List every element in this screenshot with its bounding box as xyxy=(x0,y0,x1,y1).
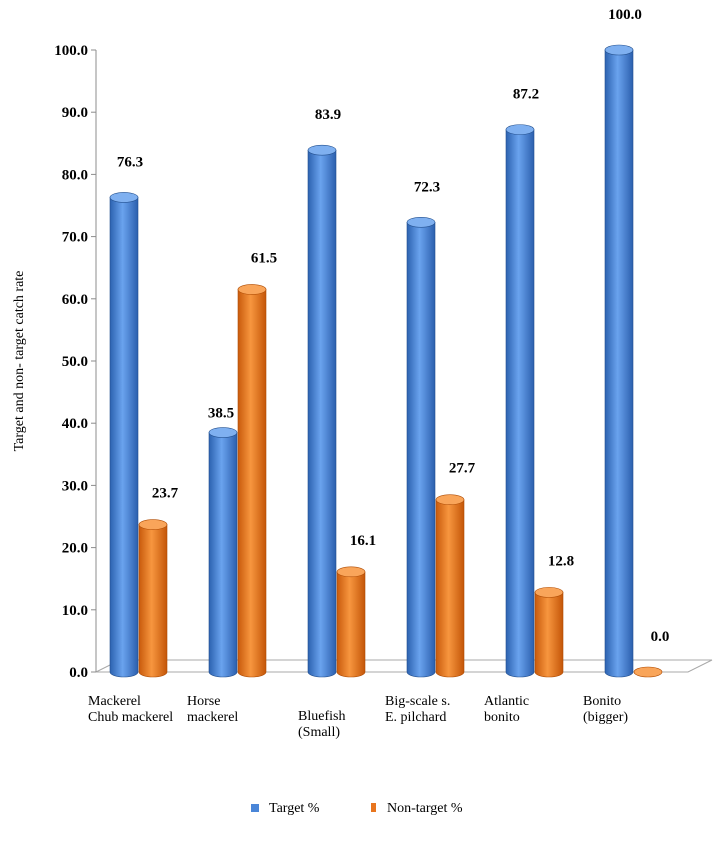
bar xyxy=(505,124,535,678)
y-tick-label: 70.0 xyxy=(62,230,88,246)
y-tick-label: 80.0 xyxy=(62,167,88,183)
bar xyxy=(307,144,337,678)
data-label-non-target: 16.1 xyxy=(350,533,376,549)
data-label-non-target: 0.0 xyxy=(651,629,670,645)
bar xyxy=(237,284,267,678)
category-label: Atlantic bonito xyxy=(484,694,529,725)
bar xyxy=(336,566,366,678)
data-label-target: 87.2 xyxy=(513,87,539,103)
category-label: Mackerel Chub mackerel xyxy=(88,694,173,725)
data-label-target: 100.0 xyxy=(608,7,642,23)
y-tick-label: 50.0 xyxy=(62,354,88,370)
data-label-non-target: 61.5 xyxy=(251,250,277,266)
legend-item-non-target: Non-target % xyxy=(371,801,463,816)
bar xyxy=(109,192,139,678)
y-tick-label: 90.0 xyxy=(62,105,88,121)
y-tick-label: 30.0 xyxy=(62,478,88,494)
category-label: Bonito (bigger) xyxy=(583,694,628,725)
y-axis-label: Target and non- target catch rate xyxy=(12,271,27,452)
bar xyxy=(138,519,168,678)
y-tick-label: 60.0 xyxy=(62,292,88,308)
category-label: Big-scale s. E. pilchard xyxy=(385,694,450,725)
data-label-target: 76.3 xyxy=(117,154,143,170)
data-label-target: 38.5 xyxy=(208,406,234,422)
y-tick-label: 0.0 xyxy=(69,665,88,681)
category-label: Bluefish (Small) xyxy=(298,709,345,740)
legend-label: Non-target % xyxy=(387,801,463,816)
legend-label: Target % xyxy=(269,801,320,816)
data-label-non-target: 12.8 xyxy=(548,553,574,569)
data-label-target: 72.3 xyxy=(414,179,440,195)
y-tick-label: 10.0 xyxy=(62,603,88,619)
y-tick-label: 40.0 xyxy=(62,416,88,432)
data-label-target: 83.9 xyxy=(315,107,341,123)
category-label: Horse mackerel xyxy=(187,694,238,725)
bar xyxy=(435,494,465,678)
data-label-non-target: 27.7 xyxy=(449,461,476,477)
bar xyxy=(534,587,564,678)
bar xyxy=(208,427,238,678)
data-label-non-target: 23.7 xyxy=(152,486,179,502)
bar xyxy=(604,44,634,678)
y-tick-label: 20.0 xyxy=(62,541,88,557)
y-tick-label: 100.0 xyxy=(54,43,88,59)
bar xyxy=(633,666,663,678)
bar xyxy=(406,216,436,678)
legend-item-target: Target % xyxy=(251,801,320,816)
